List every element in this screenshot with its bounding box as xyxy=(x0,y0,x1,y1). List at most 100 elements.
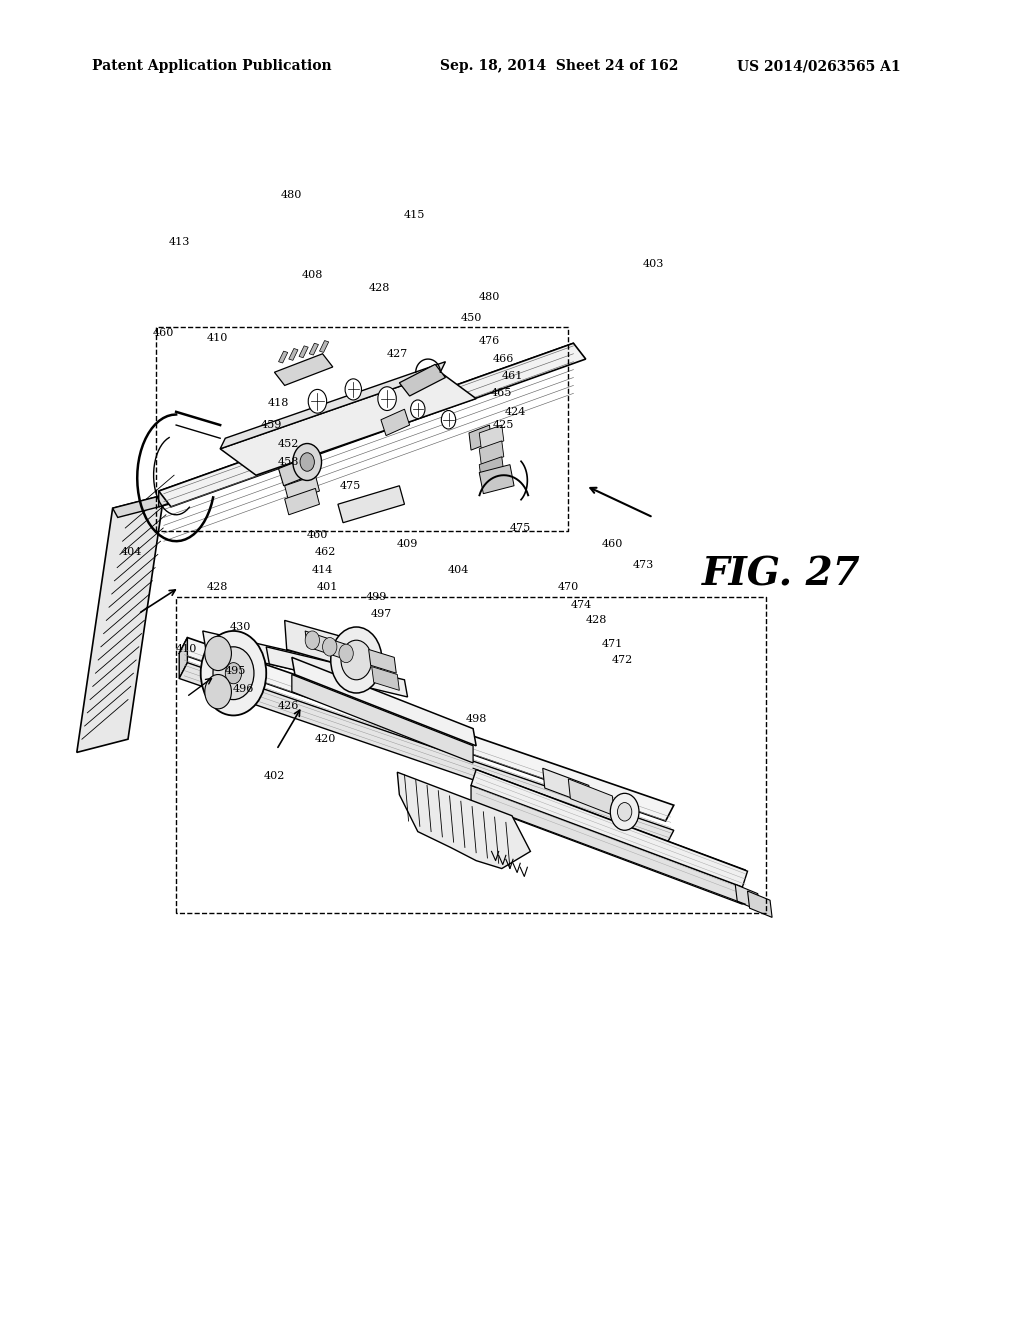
Polygon shape xyxy=(543,768,591,805)
Text: 473: 473 xyxy=(633,560,653,570)
Circle shape xyxy=(341,640,372,680)
Polygon shape xyxy=(568,779,614,816)
Polygon shape xyxy=(285,620,371,673)
Polygon shape xyxy=(309,343,318,355)
Polygon shape xyxy=(279,351,288,363)
Polygon shape xyxy=(292,675,473,763)
Text: 471: 471 xyxy=(602,639,623,649)
Circle shape xyxy=(213,647,254,700)
Text: 496: 496 xyxy=(233,684,254,694)
Text: 474: 474 xyxy=(571,599,592,610)
Circle shape xyxy=(345,379,361,400)
Text: 458: 458 xyxy=(279,457,299,467)
Circle shape xyxy=(441,411,456,429)
Text: 495: 495 xyxy=(225,665,246,676)
Circle shape xyxy=(201,631,266,715)
Text: 425: 425 xyxy=(494,420,514,430)
Polygon shape xyxy=(203,631,321,676)
Text: 413: 413 xyxy=(169,236,189,247)
Polygon shape xyxy=(274,354,333,385)
Polygon shape xyxy=(397,772,530,869)
Polygon shape xyxy=(319,341,329,352)
Text: 497: 497 xyxy=(371,609,391,619)
Circle shape xyxy=(610,793,639,830)
Text: 430: 430 xyxy=(230,622,251,632)
Polygon shape xyxy=(220,362,445,449)
Text: 426: 426 xyxy=(279,701,299,711)
Polygon shape xyxy=(479,457,504,480)
Circle shape xyxy=(617,803,632,821)
Text: 428: 428 xyxy=(369,282,389,293)
Text: Patent Application Publication: Patent Application Publication xyxy=(92,59,332,74)
Text: 409: 409 xyxy=(397,539,418,549)
Polygon shape xyxy=(479,465,514,494)
Text: 498: 498 xyxy=(466,714,486,725)
Polygon shape xyxy=(179,638,674,821)
Polygon shape xyxy=(289,348,298,360)
Circle shape xyxy=(300,453,314,471)
Circle shape xyxy=(305,631,319,649)
Text: 414: 414 xyxy=(312,565,333,576)
Circle shape xyxy=(411,400,425,418)
Polygon shape xyxy=(469,425,492,450)
Text: 420: 420 xyxy=(315,734,336,744)
Text: 470: 470 xyxy=(558,582,579,593)
Text: 408: 408 xyxy=(302,269,323,280)
Polygon shape xyxy=(285,488,319,515)
Polygon shape xyxy=(220,372,476,475)
Text: 404: 404 xyxy=(449,565,469,576)
Text: 410: 410 xyxy=(176,644,197,655)
Polygon shape xyxy=(479,441,504,465)
Circle shape xyxy=(205,636,231,671)
Text: 404: 404 xyxy=(121,546,141,557)
Text: 428: 428 xyxy=(207,582,227,593)
Text: 402: 402 xyxy=(264,771,285,781)
Text: 460: 460 xyxy=(602,539,623,549)
Text: US 2014/0263565 A1: US 2014/0263565 A1 xyxy=(737,59,901,74)
Polygon shape xyxy=(179,638,187,678)
Circle shape xyxy=(205,675,231,709)
Text: 428: 428 xyxy=(586,615,606,626)
Text: 475: 475 xyxy=(340,480,360,491)
Polygon shape xyxy=(735,884,760,911)
Text: 462: 462 xyxy=(315,546,336,557)
Text: 476: 476 xyxy=(479,335,500,346)
Polygon shape xyxy=(279,455,317,486)
Polygon shape xyxy=(179,663,674,846)
Text: 499: 499 xyxy=(367,591,387,602)
Text: 466: 466 xyxy=(494,354,514,364)
Polygon shape xyxy=(159,343,573,507)
Text: 459: 459 xyxy=(261,420,282,430)
Polygon shape xyxy=(159,343,586,507)
Polygon shape xyxy=(305,631,355,663)
Text: 472: 472 xyxy=(612,655,633,665)
Text: 401: 401 xyxy=(317,582,338,593)
Circle shape xyxy=(323,638,337,656)
Circle shape xyxy=(293,444,322,480)
Text: 418: 418 xyxy=(268,397,289,408)
Text: 461: 461 xyxy=(502,371,522,381)
Text: 480: 480 xyxy=(282,190,302,201)
Polygon shape xyxy=(369,649,396,673)
Polygon shape xyxy=(399,364,445,396)
Polygon shape xyxy=(299,346,308,358)
Text: 460: 460 xyxy=(307,529,328,540)
Text: 410: 410 xyxy=(207,333,227,343)
Text: 465: 465 xyxy=(492,388,512,399)
Circle shape xyxy=(331,627,382,693)
Polygon shape xyxy=(471,770,748,887)
Polygon shape xyxy=(266,647,408,697)
Circle shape xyxy=(225,663,242,684)
Text: 460: 460 xyxy=(154,327,174,338)
Text: 403: 403 xyxy=(643,259,664,269)
Text: 480: 480 xyxy=(479,292,500,302)
Polygon shape xyxy=(479,425,504,449)
Circle shape xyxy=(378,387,396,411)
Text: Sep. 18, 2014  Sheet 24 of 162: Sep. 18, 2014 Sheet 24 of 162 xyxy=(440,59,679,74)
Text: 427: 427 xyxy=(387,348,408,359)
Circle shape xyxy=(339,644,353,663)
Circle shape xyxy=(308,389,327,413)
Polygon shape xyxy=(372,667,399,690)
Polygon shape xyxy=(285,475,319,502)
Polygon shape xyxy=(113,495,169,517)
